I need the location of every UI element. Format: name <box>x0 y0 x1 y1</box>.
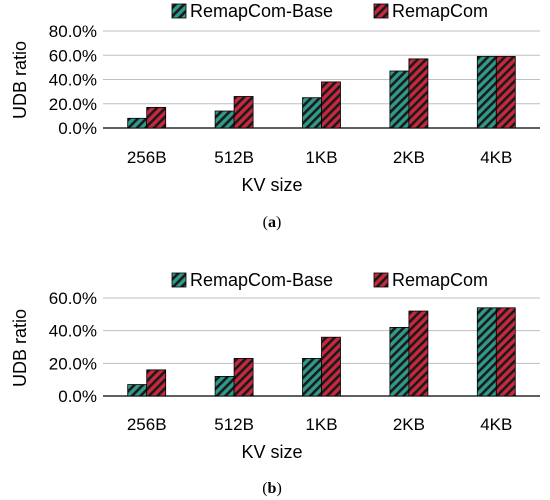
legend-a: RemapCom-Base RemapCom <box>171 1 488 21</box>
y-tick-label: 80.0% <box>49 22 97 41</box>
bar-remapcom-2kb <box>408 58 429 129</box>
x-tick-label-256b: 256B <box>127 415 167 434</box>
caption-a: (a) <box>263 214 282 231</box>
bar-remapcom-512b <box>233 96 254 129</box>
caption-b: (b) <box>262 480 282 497</box>
legend-label-remapcom: RemapCom <box>392 1 488 21</box>
legend-swatch-remapcom <box>373 3 389 19</box>
x-tick-label-4kb: 4KB <box>480 148 512 167</box>
chart-a: RemapCom-Base RemapCom 0.0% 20.0% 40.0% 60.… <box>10 1 540 231</box>
x-tick-label-1kb: 1KB <box>305 148 337 167</box>
x-tick-label-512b: 512B <box>214 148 254 167</box>
bar-remapcom-base-256b <box>127 384 148 397</box>
x-tick-label-2kb: 2KB <box>393 148 425 167</box>
legend-swatch-remapcom <box>373 272 389 288</box>
x-tick-label-1kb: 1KB <box>305 415 337 434</box>
legend-label-remapcom: RemapCom <box>392 270 488 290</box>
x-tick-label-256b: 256B <box>127 148 167 167</box>
x-tick-label-512b: 512B <box>214 415 254 434</box>
bar-remapcom-base-4kb <box>476 307 497 397</box>
x-tick-label-4kb: 4KB <box>480 415 512 434</box>
bar-remapcom-512b <box>233 358 254 397</box>
x-axis-title-a: KV size <box>241 175 302 195</box>
bar-remapcom-base-512b <box>214 110 235 129</box>
bar-remapcom-base-2kb <box>389 70 410 129</box>
bars-a <box>127 56 516 129</box>
bar-remapcom-1kb <box>321 336 341 397</box>
legend-swatch-remapcom-base <box>171 272 187 288</box>
y-tick-label: 20.0% <box>49 354 97 373</box>
bar-remapcom-base-1kb <box>302 358 322 397</box>
y-tick-labels-b: 0.0% 20.0% 40.0% 60.0% <box>49 289 97 406</box>
bar-remapcom-base-4kb <box>476 56 497 129</box>
legend-label-remapcom-base: RemapCom-Base <box>190 270 333 290</box>
y-axis-title-a: UDB ratio <box>10 41 30 119</box>
x-tick-labels-a: 256B 512B 1KB 2KB 4KB <box>127 148 513 167</box>
bar-remapcom-1kb <box>321 81 341 129</box>
y-tick-label: 40.0% <box>49 71 97 90</box>
y-tick-label: 60.0% <box>49 46 97 65</box>
bar-remapcom-base-512b <box>214 375 235 397</box>
bar-remapcom-256b <box>146 106 167 129</box>
legend-swatch-remapcom-base <box>171 3 187 19</box>
y-tick-label: 0.0% <box>58 387 97 406</box>
legend-b: RemapCom-Base RemapCom <box>171 270 488 290</box>
y-tick-label: 20.0% <box>49 95 97 114</box>
y-tick-label: 0.0% <box>58 119 97 138</box>
legend-label-remapcom-base: RemapCom-Base <box>190 1 333 21</box>
bars-b <box>127 307 516 397</box>
x-axis-title-b: KV size <box>241 442 302 462</box>
bar-remapcom-base-2kb <box>389 326 410 397</box>
bar-remapcom-4kb <box>495 56 516 129</box>
bar-remapcom-base-1kb <box>302 97 322 129</box>
x-tick-labels-b: 256B 512B 1KB 2KB 4KB <box>127 415 513 434</box>
x-tick-label-2kb: 2KB <box>393 415 425 434</box>
bar-remapcom-256b <box>146 369 167 397</box>
bar-remapcom-4kb <box>495 307 516 397</box>
y-tick-label: 40.0% <box>49 322 97 341</box>
bar-remapcom-2kb <box>408 310 429 397</box>
y-tick-label: 60.0% <box>49 289 97 308</box>
y-tick-labels-a: 0.0% 20.0% 40.0% 60.0% 80.0% <box>49 22 97 138</box>
bar-remapcom-base-256b <box>127 117 148 129</box>
chart-b: RemapCom-Base RemapCom 0.0% 20.0% 40.0% 60.… <box>10 270 540 497</box>
y-axis-title-b: UDB ratio <box>10 309 30 387</box>
